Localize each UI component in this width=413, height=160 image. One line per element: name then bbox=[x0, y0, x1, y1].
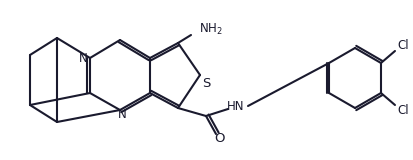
Text: Cl: Cl bbox=[396, 104, 408, 117]
Text: Cl: Cl bbox=[396, 39, 408, 52]
Text: N: N bbox=[78, 52, 87, 64]
Text: S: S bbox=[201, 76, 210, 89]
Text: O: O bbox=[214, 132, 225, 145]
Text: NH$_2$: NH$_2$ bbox=[199, 21, 222, 36]
Text: HN: HN bbox=[227, 100, 244, 112]
Text: N: N bbox=[117, 108, 126, 121]
